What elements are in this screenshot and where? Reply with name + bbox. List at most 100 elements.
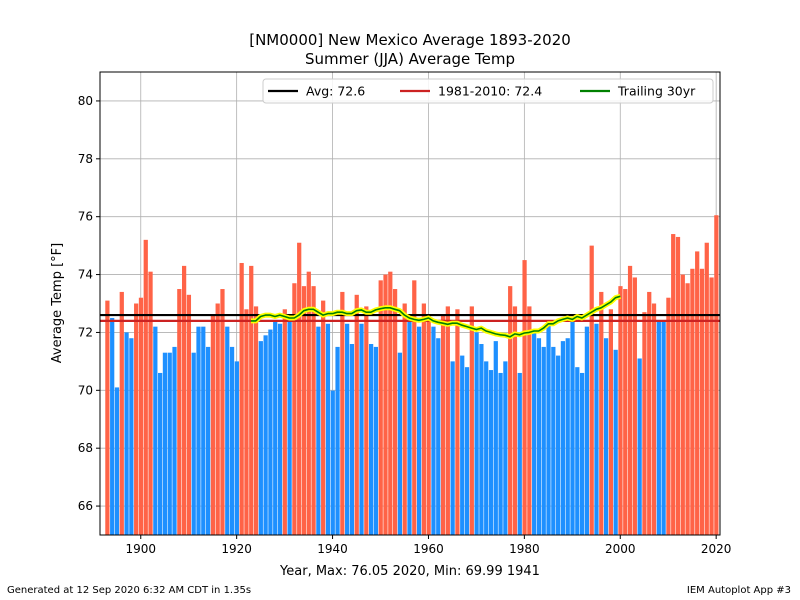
y-tick-label: 80 (78, 94, 93, 108)
bar-1959 (421, 303, 426, 535)
bar-1912 (196, 326, 201, 535)
bar-1977 (508, 286, 513, 535)
bar-1944 (349, 344, 355, 535)
bar-1899 (134, 303, 139, 535)
x-tick-label: 1900 (125, 542, 156, 556)
bar-2016 (695, 251, 700, 535)
bar-1906 (167, 352, 172, 535)
y-tick-label: 72 (78, 325, 93, 339)
x-tick-label: 2000 (605, 542, 636, 556)
bar-2006 (647, 291, 652, 535)
bar-1950 (378, 280, 383, 535)
y-tick-label: 66 (78, 499, 93, 513)
bar-1900 (138, 297, 144, 535)
bar-1902 (148, 271, 153, 535)
footer-app-text: IEM Autoplot App #3 (686, 585, 791, 596)
bar-2002 (627, 265, 633, 535)
y-tick-label: 78 (78, 152, 93, 166)
bar-1904 (158, 372, 163, 535)
bar-1901 (143, 239, 148, 535)
bar-1973 (488, 370, 494, 535)
bar-2012 (675, 236, 681, 535)
bar-2015 (690, 268, 695, 535)
bar-1951 (383, 274, 388, 535)
bar-1936 (311, 286, 316, 535)
bar-1966 (455, 309, 460, 535)
bar-1924 (253, 306, 259, 535)
plot-frame (99, 71, 721, 536)
bar-1965 (450, 361, 455, 535)
bar-1941 (335, 346, 340, 535)
bar-2013 (680, 274, 685, 535)
bar-1993 (584, 326, 590, 535)
chart-title-line1: [NM0000] New Mexico Average 1893-2020 (249, 31, 571, 49)
bar-1915 (210, 315, 216, 535)
bar-1992 (579, 372, 585, 535)
bar-1932 (292, 283, 297, 535)
footer-generated-text: Generated at 12 Sep 2020 6:32 AM CDT in … (7, 585, 252, 596)
reference-lines (100, 313, 720, 322)
bar-2011 (671, 234, 676, 536)
trailing-line-group (251, 293, 622, 340)
bar-1986 (551, 346, 556, 535)
y-tick-label: 68 (78, 441, 93, 455)
bar-1917 (220, 289, 225, 535)
bar-1921 (239, 262, 244, 535)
y-tick-label: 74 (78, 268, 93, 282)
chart-title-line2: Summer (JJA) Average Temp (304, 50, 516, 68)
bar-1974 (493, 341, 498, 535)
x-tick-label: 1960 (413, 542, 444, 556)
x-tick-label: 1920 (221, 542, 252, 556)
bar-1972 (484, 361, 489, 535)
bar-1938 (321, 300, 326, 535)
bar-1970 (474, 332, 479, 535)
chart-title: [NM0000] New Mexico Average 1893-2020 Su… (0, 31, 800, 69)
y-tick-label: 76 (78, 210, 93, 224)
bar-1935 (306, 271, 311, 535)
bar-1943 (345, 323, 350, 535)
bar-1955 (402, 303, 407, 535)
bar-2000 (618, 286, 623, 535)
bar-1911 (191, 352, 196, 535)
bar-1931 (287, 320, 292, 535)
bars (105, 215, 719, 536)
bar-1962 (436, 338, 441, 535)
bar-1964 (445, 306, 450, 535)
bar-1895 (114, 387, 120, 535)
y-axis: 66 68 70 72 74 76 78 80 (78, 94, 100, 513)
bar-1942 (340, 291, 345, 535)
bar-1947 (364, 306, 369, 535)
bar-1975 (498, 372, 503, 535)
bar-1903 (153, 326, 158, 535)
legend-label: Avg: 72.6 (306, 84, 365, 99)
bar-1985 (546, 320, 551, 535)
bar-1893 (105, 300, 110, 535)
bar-1925 (258, 341, 263, 535)
bar-2019 (709, 277, 714, 535)
bar-1926 (263, 335, 268, 535)
bar-1984 (541, 346, 546, 535)
bar-2001 (623, 289, 628, 535)
bar-1920 (234, 361, 239, 535)
bar-1997 (603, 338, 609, 535)
bar-1996 (599, 291, 604, 535)
bar-1971 (479, 344, 484, 535)
bar-1918 (225, 326, 230, 535)
bar-1989 (565, 338, 570, 535)
bar-1923 (249, 265, 254, 535)
bar-1976 (503, 361, 508, 535)
bar-1958 (416, 326, 422, 535)
x-axis: 1900 1920 1940 1960 1980 2000 2020 (125, 535, 731, 556)
trailing-line (251, 295, 621, 338)
bar-1967 (460, 355, 465, 535)
bar-1987 (556, 355, 561, 535)
bar-1940 (330, 390, 335, 535)
bar-1905 (162, 352, 168, 535)
bar-1998 (608, 309, 613, 535)
bar-1919 (229, 346, 235, 535)
bar-1929 (277, 323, 283, 535)
bar-1939 (325, 323, 331, 535)
bar-1981 (527, 306, 532, 535)
bar-2010 (666, 297, 671, 535)
